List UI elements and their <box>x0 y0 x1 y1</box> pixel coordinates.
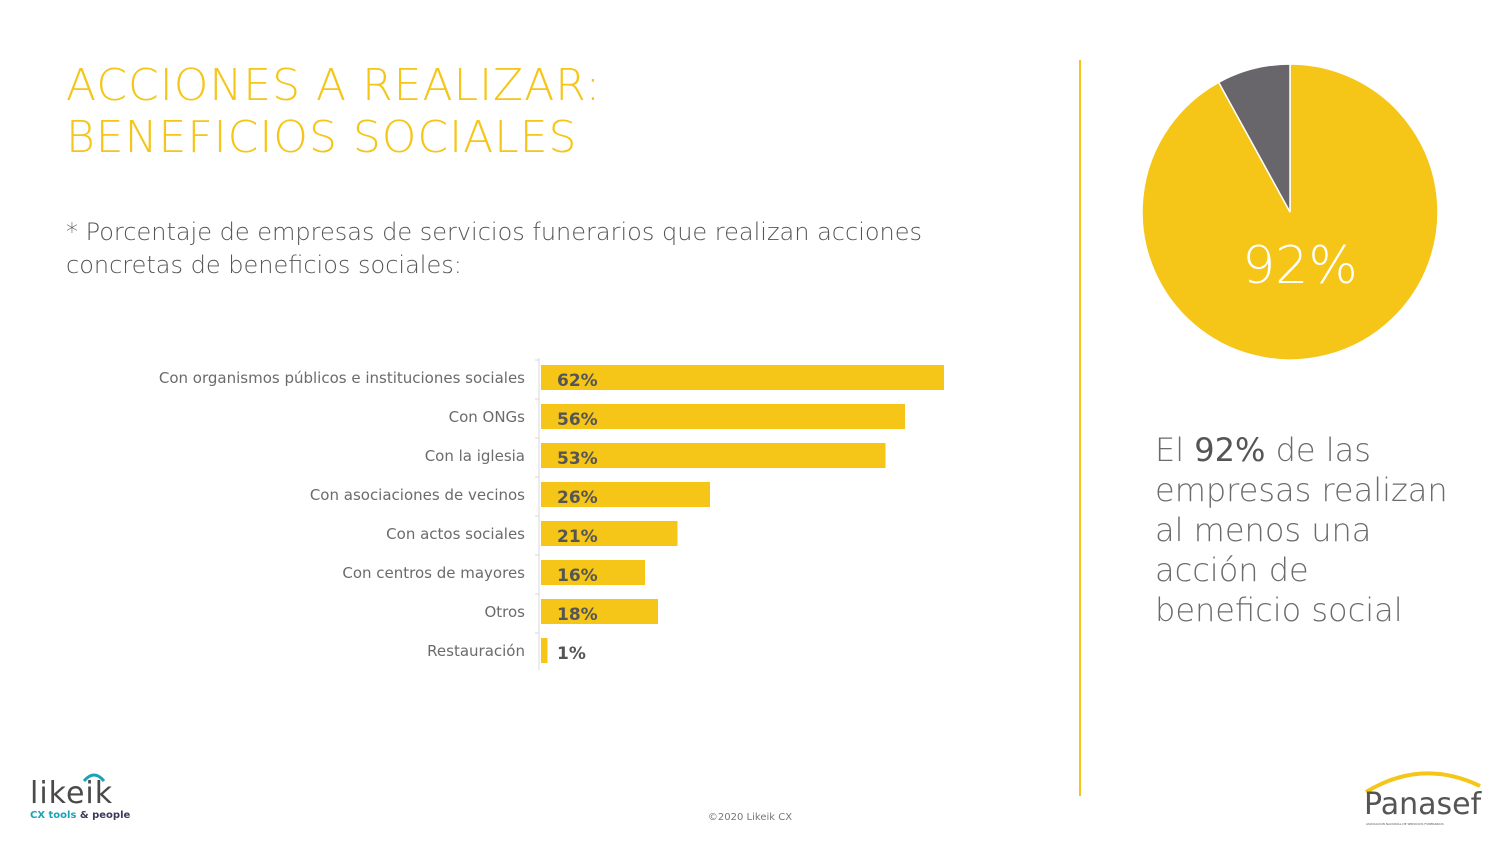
summary-statement: El 92% de las empresas realizan al menos… <box>1155 430 1455 630</box>
title-line-2: BENEFICIOS SOCIALES <box>66 112 578 163</box>
title-line-1: ACCIONES A REALIZAR: <box>66 60 602 111</box>
chart-subtitle: * Porcentaje de empresas de servicios fu… <box>66 218 923 279</box>
vertical-divider <box>1079 60 1081 796</box>
bar-value-label: 16% <box>557 566 598 586</box>
bar-value-label: 56% <box>557 410 598 430</box>
likeik-tagline: CX tools & people <box>30 810 150 822</box>
bar <box>541 482 710 507</box>
bar <box>541 560 645 585</box>
category-label: Con ONGs <box>449 408 526 426</box>
bar <box>541 404 905 429</box>
category-label: Con asociaciones de vecinos <box>310 486 525 504</box>
bar-value-label: 53% <box>557 449 598 469</box>
category-label: Restauración <box>427 642 525 660</box>
likeik-logo: likeik CX tools & people <box>30 773 150 822</box>
category-label: Con actos sociales <box>386 525 525 543</box>
category-label: Con organismos públicos e instituciones … <box>159 369 525 387</box>
bar-value-label: 18% <box>557 605 598 625</box>
category-label: Con la iglesia <box>425 447 525 465</box>
likeik-arc-icon <box>82 773 106 782</box>
bar <box>541 599 658 624</box>
panasef-tagline: ASOCIACIÓN NACIONAL DE SERVICIOS FUNERAR… <box>1366 822 1444 826</box>
pie-chart <box>1141 63 1439 361</box>
bar-value-label: 21% <box>557 527 598 547</box>
likeik-tag-2: & people <box>76 810 131 821</box>
likeik-tag-1: CX tools <box>30 810 77 821</box>
category-label: Otros <box>484 603 525 621</box>
panasef-arc-icon <box>1364 771 1481 794</box>
bar-value-label: 62% <box>557 371 598 391</box>
pie-slice-rest <box>1217 63 1291 213</box>
likeik-wordmark: likeik <box>30 776 114 811</box>
bar-chart: Con organismos públicos e instituciones … <box>159 358 944 670</box>
statement-prefix: El <box>1155 431 1195 469</box>
category-label: Con centros de mayores <box>342 564 525 582</box>
pie-value-label: 92% <box>1242 236 1358 296</box>
bar <box>541 521 678 546</box>
bar-value-label: 1% <box>557 644 586 664</box>
page-title: ACCIONES A REALIZAR: BENEFICIOS SOCIALES <box>66 60 601 164</box>
bar-value-label: 26% <box>557 488 598 508</box>
footer-copyright: ©2020 Likeik CX <box>707 812 793 823</box>
bar <box>541 443 886 468</box>
panasef-wordmark: Panasef <box>1364 787 1482 822</box>
bar <box>541 365 944 390</box>
bar <box>541 638 548 663</box>
statement-suffix: de las empresas realizan al menos una ac… <box>1155 431 1448 629</box>
statement-highlight: 92% <box>1194 431 1266 469</box>
